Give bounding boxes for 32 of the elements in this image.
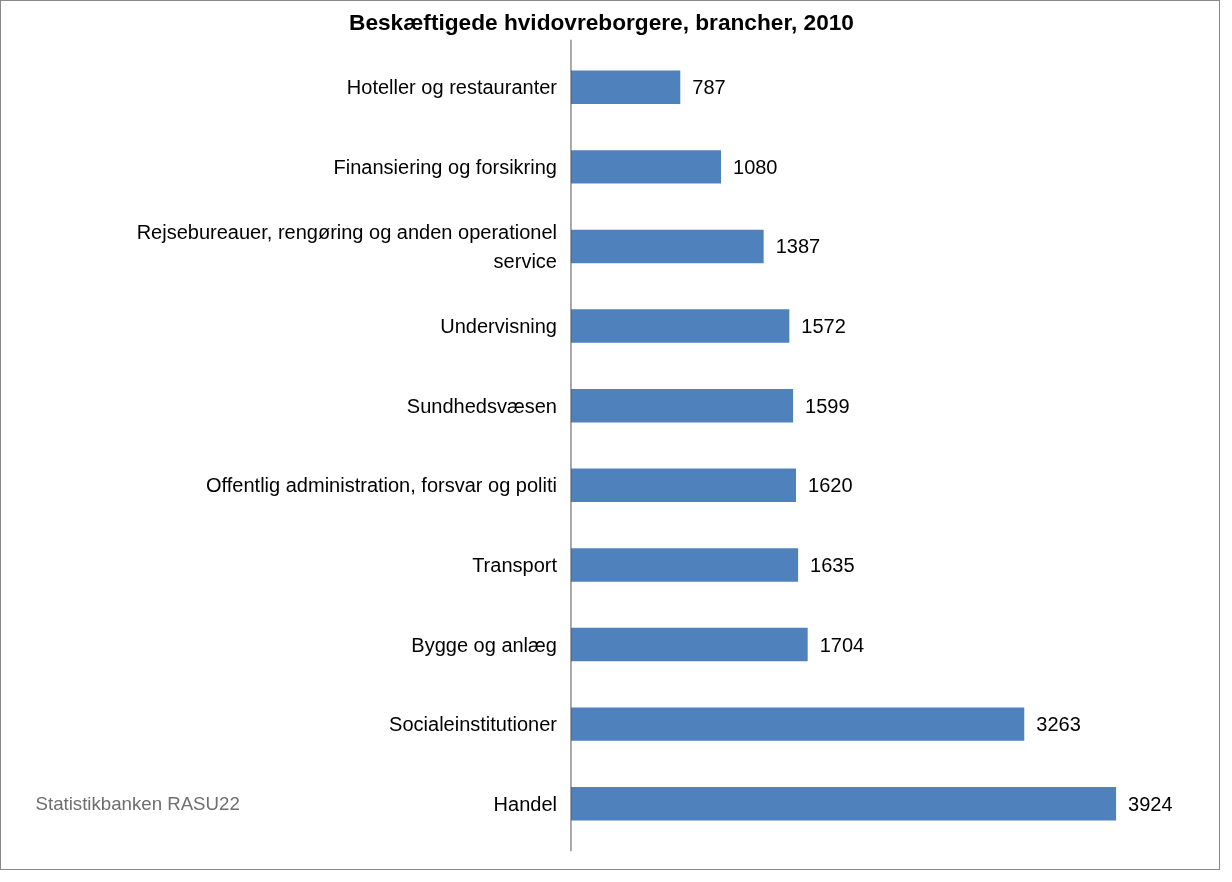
bar bbox=[570, 388, 794, 423]
data-label: 1599 bbox=[805, 394, 850, 417]
y-tick-label: Sundhedsvæsen bbox=[406, 394, 557, 417]
bar bbox=[570, 70, 681, 104]
data-label: 3263 bbox=[1036, 713, 1081, 736]
y-tick-label: Socialeinstitutioner bbox=[389, 713, 558, 736]
y-tick-label: Rejsebureauer, rengøring og anden operationel service bbox=[136, 221, 557, 272]
bar bbox=[570, 468, 797, 503]
text: Statistikbanken RASU22 bbox=[35, 793, 240, 815]
y-tick-label: Transport bbox=[472, 553, 558, 576]
data-label: 1387 bbox=[775, 235, 821, 258]
data-label: 787 bbox=[692, 76, 726, 99]
y-tick-label: Undervisning bbox=[440, 315, 557, 338]
data-label: 1704 bbox=[819, 633, 865, 656]
y-tick-label: Offentlig administration, forsvar og politi bbox=[206, 474, 557, 497]
y-tick-label: Handel bbox=[493, 792, 557, 815]
bar bbox=[570, 150, 721, 184]
data-label: 1572 bbox=[801, 315, 846, 338]
data-label: 1080 bbox=[733, 155, 778, 178]
y-tick-label: Hoteller og restauranter bbox=[346, 76, 558, 99]
chart-title: Beskæftigede hvidovreborgere, brancher, 2010 bbox=[349, 8, 854, 35]
bar bbox=[570, 229, 764, 264]
bar bbox=[570, 707, 1025, 741]
y-tick-label: Finansiering og forsikring bbox=[333, 155, 557, 178]
bar bbox=[570, 787, 1117, 821]
bar bbox=[570, 548, 799, 582]
y-tick-label: Bygge og anlæg bbox=[411, 633, 557, 656]
data-label: 3924 bbox=[1128, 792, 1173, 815]
bar bbox=[570, 309, 790, 343]
bar bbox=[570, 627, 808, 662]
data-label: 1635 bbox=[810, 553, 855, 576]
data-label: 1620 bbox=[808, 474, 853, 497]
